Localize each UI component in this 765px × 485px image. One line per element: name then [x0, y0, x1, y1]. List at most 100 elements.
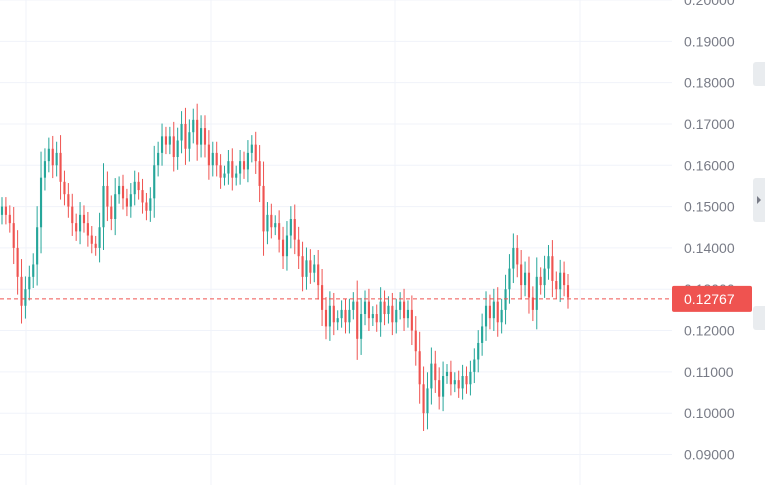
- candle-body: [215, 152, 218, 166]
- candle-body: [32, 264, 35, 277]
- candle-body: [110, 206, 113, 219]
- candle-body: [82, 214, 86, 224]
- candle-body: [547, 256, 550, 269]
- candle-body: [453, 380, 456, 385]
- candle-body: [410, 309, 413, 331]
- candle-body: [43, 161, 47, 178]
- candle-body: [348, 309, 351, 323]
- candle-body: [563, 272, 566, 286]
- y-tick-label: 0.14000: [684, 240, 735, 256]
- y-tick-label: 0.11000: [684, 364, 734, 380]
- candle-body: [504, 289, 507, 310]
- price-axis[interactable]: 0.20000 0.19000 0.18000 0.17000 0.16000 0.150…: [684, 0, 735, 463]
- grid: [0, 0, 672, 485]
- candle-body: [63, 181, 66, 195]
- candle-body: [160, 136, 164, 153]
- candle-body: [246, 152, 249, 170]
- candle-body: [133, 181, 136, 195]
- candle-body: [555, 280, 558, 290]
- candle-body: [196, 119, 199, 145]
- candle-body: [8, 214, 11, 224]
- candle-body: [512, 247, 515, 269]
- candle-body: [438, 380, 441, 397]
- candle-body: [496, 301, 499, 323]
- candle-body: [164, 136, 168, 145]
- candle-body: [375, 314, 378, 323]
- candle-body: [414, 330, 417, 352]
- candle-body: [566, 285, 570, 298]
- candle-body: [157, 152, 160, 166]
- candle-body: [102, 185, 105, 228]
- expand-panel-handle[interactable]: [753, 178, 765, 222]
- candle-body: [192, 119, 195, 133]
- candle-body: [321, 285, 324, 310]
- candle-body: [367, 301, 370, 319]
- candle-body: [274, 223, 277, 228]
- candle-body: [383, 301, 386, 315]
- candle-body: [172, 136, 175, 158]
- candle-body: [523, 272, 527, 286]
- candle-body: [285, 235, 289, 257]
- candle-body: [86, 223, 89, 236]
- candle-body: [356, 301, 359, 339]
- candle-body: [477, 342, 480, 360]
- candle-body: [500, 309, 503, 323]
- candle-body: [332, 305, 335, 323]
- candle-body: [16, 247, 19, 277]
- candle-body: [535, 276, 538, 310]
- candle-body: [254, 144, 257, 162]
- candle-body: [227, 161, 230, 174]
- candle-body: [559, 272, 562, 290]
- side-handle-top[interactable]: [753, 62, 765, 86]
- candle-body: [305, 260, 308, 277]
- candle-body: [426, 388, 429, 414]
- candle-body: [4, 206, 7, 215]
- candle-body: [309, 260, 312, 273]
- candle-body: [90, 235, 93, 244]
- candle-body: [527, 272, 531, 298]
- candle-body: [39, 177, 43, 228]
- candle-body: [344, 309, 347, 323]
- candle-body: [399, 301, 402, 310]
- candle-body: [94, 243, 97, 248]
- candle-body: [406, 309, 410, 319]
- candle-body: [313, 264, 316, 273]
- candle-body: [219, 165, 222, 178]
- y-tick-label: 0.15000: [684, 199, 735, 215]
- side-handle-bottom[interactable]: [753, 306, 765, 330]
- candle-body: [12, 223, 15, 248]
- candle-body: [137, 181, 140, 191]
- candle-body: [250, 144, 253, 153]
- last-price-label-text: 0.12767: [684, 291, 735, 307]
- y-tick-label: 0.17000: [684, 116, 735, 132]
- candle-body: [363, 301, 367, 315]
- candle-body: [360, 314, 363, 339]
- candle-body: [492, 301, 495, 319]
- candle-body: [47, 148, 50, 162]
- candle-body: [141, 190, 144, 203]
- y-tick-label: 0.09000: [684, 447, 735, 463]
- candle-body: [336, 318, 339, 323]
- candle-body: [391, 305, 394, 323]
- candle-body: [520, 264, 523, 286]
- candle-body: [121, 185, 125, 199]
- last-price-label: 0.12767: [672, 285, 752, 312]
- candle-body: [352, 301, 355, 310]
- candle-body: [402, 301, 406, 319]
- candle-body: [289, 218, 292, 236]
- candle-body: [484, 305, 488, 327]
- candle-body: [324, 309, 328, 327]
- candle-body: [297, 239, 300, 257]
- candle-body: [508, 268, 511, 290]
- candle-body: [328, 305, 331, 327]
- candle-body: [543, 268, 546, 286]
- candle-body: [262, 185, 265, 232]
- candle-body: [465, 376, 468, 385]
- candle-body: [98, 227, 101, 248]
- candle-body: [469, 371, 472, 385]
- candle-body: [371, 314, 374, 319]
- candle-body: [242, 161, 246, 170]
- candle-body: [59, 152, 62, 182]
